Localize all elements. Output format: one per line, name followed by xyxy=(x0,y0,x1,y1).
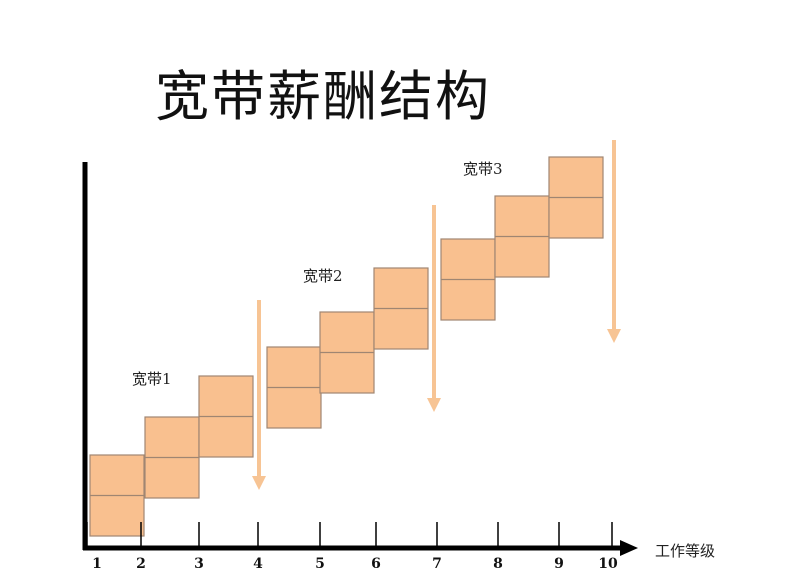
band-label-3: 宽带3 xyxy=(463,160,503,178)
salary-grade-box xyxy=(373,267,429,350)
down-arrow-icon xyxy=(427,205,441,412)
salary-grade-box xyxy=(548,156,604,239)
salary-grade-box xyxy=(319,311,375,394)
x-axis-label: 工作等级 xyxy=(655,542,715,560)
band-label-1: 宽带1 xyxy=(132,370,172,388)
page-title: 宽带薪酬结构 xyxy=(155,65,491,128)
tick-label: 8 xyxy=(493,556,503,572)
tick-label: 6 xyxy=(371,556,381,572)
tick-label: 7 xyxy=(432,556,442,572)
tick-label: 10 xyxy=(598,556,618,572)
tick-label: 5 xyxy=(315,556,325,572)
salary-grade-box xyxy=(266,346,322,429)
tick-label: 1 xyxy=(92,556,102,572)
salary-grade-box xyxy=(144,416,200,499)
salary-grade-box xyxy=(440,238,496,321)
down-arrow-icon xyxy=(252,300,266,490)
salary-grade-box xyxy=(89,454,145,537)
salary-grade-box xyxy=(198,375,254,458)
tick-label: 2 xyxy=(136,556,146,572)
tick-label: 3 xyxy=(194,556,204,572)
tick-label: 9 xyxy=(554,556,564,572)
band-label-2: 宽带2 xyxy=(303,267,343,285)
x-axis-arrowhead xyxy=(620,540,638,556)
down-arrow-icon xyxy=(607,140,621,343)
tick-label: 4 xyxy=(253,556,263,572)
salary-grade-box xyxy=(494,195,550,278)
